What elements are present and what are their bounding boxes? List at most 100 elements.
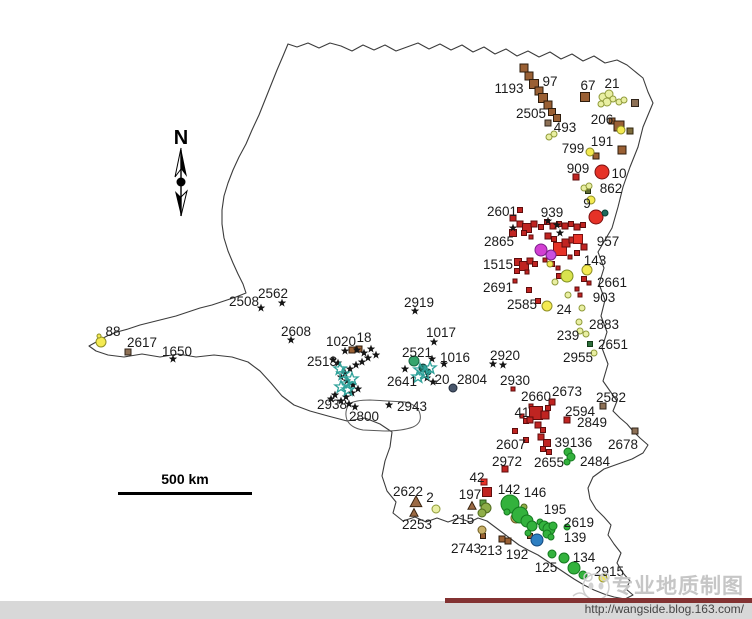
watermark-url: http://wangside.blog.163.com/ <box>584 602 744 616</box>
map-symbol-star-black <box>351 360 361 369</box>
map-symbol-circle <box>551 278 559 286</box>
map-symbol-star-teal <box>344 370 360 386</box>
logo-eye-left <box>588 582 594 590</box>
map-label: 2972 <box>492 454 522 469</box>
map-symbol-circle <box>503 508 511 516</box>
map-symbol-star-teal <box>335 365 351 381</box>
map-label: 24 <box>556 302 572 317</box>
map-label: 2608 <box>281 324 311 339</box>
map-symbol-square <box>512 278 518 284</box>
map-symbol-square <box>568 221 574 227</box>
map-symbol-square <box>519 413 525 419</box>
map-symbol-square <box>530 220 538 228</box>
map-symbol-square <box>519 63 529 73</box>
map-label: 862 <box>600 181 623 196</box>
map-symbol-star-black <box>336 372 346 381</box>
north-needle-hub <box>176 177 186 187</box>
map-symbol-star-black <box>555 228 565 237</box>
panda-logo-watermark <box>572 572 610 601</box>
map-symbol-square <box>498 535 506 543</box>
scale-bar: 500 km <box>118 471 252 495</box>
map-symbol-square <box>535 298 541 304</box>
map-label: 2513 <box>307 354 337 369</box>
scale-bar-line <box>118 492 252 495</box>
map-label: 1193 <box>494 81 523 96</box>
map-label: 2938 <box>317 397 347 412</box>
map-symbol-star-black <box>348 380 358 389</box>
map-symbol-star-black <box>341 392 351 401</box>
map-label: 2661 <box>597 275 627 290</box>
logo-eye-right <box>598 582 604 590</box>
map-label: 2804 <box>457 372 488 387</box>
map-symbol-square <box>540 446 546 452</box>
map-symbol-circle <box>530 533 544 547</box>
map-label: 1017 <box>426 325 456 340</box>
map-symbol-square <box>124 348 132 356</box>
map-symbol-star-black <box>342 376 352 385</box>
map-label: 206 <box>591 112 614 127</box>
map-symbol-star-black <box>371 350 381 359</box>
map-symbol-circle <box>609 95 617 103</box>
map-label: 191 <box>591 134 614 149</box>
map-label: 799 <box>562 141 585 156</box>
map-symbol-square <box>519 261 529 271</box>
map-label: 21 <box>604 76 619 91</box>
map-symbol-square <box>521 230 527 236</box>
map-symbol-circle <box>597 100 605 108</box>
map-label: 2 <box>426 490 434 505</box>
map-symbol-circle <box>564 291 572 299</box>
map-label: 939 <box>541 205 564 220</box>
map-symbol-square <box>542 257 548 263</box>
map-label: 909 <box>567 161 590 176</box>
map-symbol-circle <box>601 209 609 217</box>
map-label: 142 <box>498 482 521 497</box>
map-label: 2743 <box>451 541 481 556</box>
map-label: 2601 <box>487 204 517 219</box>
map-symbol-circle <box>616 125 626 135</box>
north-needle-top-right <box>181 148 187 177</box>
map-symbol-star-black <box>340 346 350 355</box>
map-label: 18 <box>356 330 371 345</box>
map-symbol-circle <box>408 355 420 367</box>
map-symbol-star-black <box>357 357 367 366</box>
map-label: 2582 <box>596 390 626 405</box>
map-symbol-star-black <box>353 384 363 393</box>
watermark-underline <box>445 598 752 603</box>
map-label: 2594 <box>565 404 596 419</box>
map-label: 2943 <box>397 399 427 414</box>
map-symbol-star-teal <box>340 381 356 397</box>
map-symbol-square <box>581 276 587 282</box>
map-symbol-star-black <box>427 354 437 363</box>
map-symbol-square <box>538 224 544 230</box>
map-symbol-square <box>544 119 552 127</box>
map-symbol-triangle <box>467 500 477 510</box>
map-symbol-star-black <box>345 364 355 373</box>
map-label: 2253 <box>402 517 432 532</box>
map-symbol-square <box>512 428 518 434</box>
map-label: 2865 <box>484 234 514 249</box>
map-symbol-star-black <box>336 396 346 405</box>
logo-ear-right <box>600 572 610 582</box>
map-label: 143 <box>584 253 607 268</box>
map-symbol-square <box>617 145 627 155</box>
logo-paw <box>572 592 587 597</box>
map-symbol-square <box>580 222 586 228</box>
map-symbol-square <box>540 410 550 420</box>
map-symbol-square <box>546 449 552 455</box>
map-symbol-star-black <box>347 388 357 397</box>
map-symbol-square <box>537 433 545 441</box>
map-symbol-star-black <box>410 306 420 315</box>
map-label: 2508 <box>229 294 259 309</box>
inner-region-boundary <box>345 399 421 432</box>
map-symbol-square <box>510 386 516 392</box>
map-label: 1515 <box>483 257 513 272</box>
map-symbol-star-black <box>428 377 438 386</box>
map-label: 2562 <box>258 286 288 301</box>
map-label: 2655 <box>534 455 564 470</box>
map-label: 2883 <box>589 317 619 332</box>
map-symbol-star-black <box>350 402 360 411</box>
map-symbol-star-teal <box>333 378 349 394</box>
map-symbol-square <box>544 232 552 240</box>
map-symbol-circle <box>524 529 532 537</box>
